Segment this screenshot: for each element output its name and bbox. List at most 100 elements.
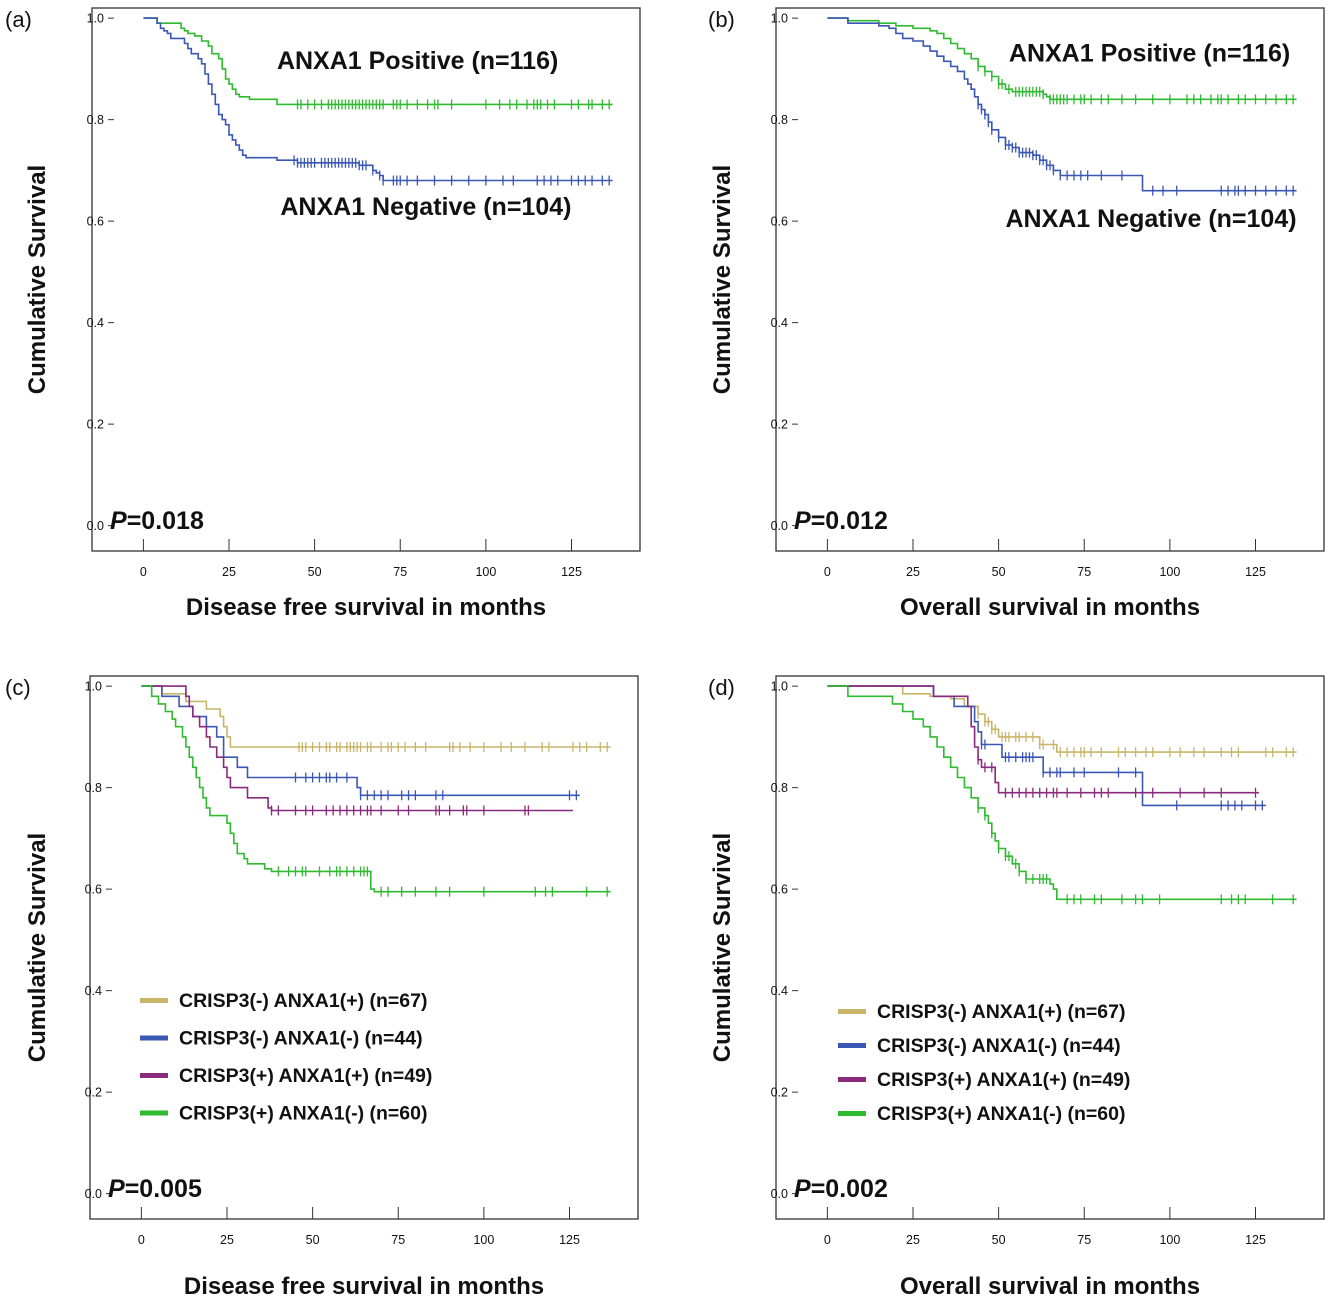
x-tick-label: 100 (475, 565, 496, 579)
series-line-3 (827, 685, 1259, 794)
panel-label: (a) (5, 7, 32, 32)
p-value-prefix: P (110, 507, 127, 535)
x-axis-title: Disease free survival in months (184, 1273, 544, 1300)
legend-entry: CRISP3(-) ANXA1(-) (n=44) (179, 1028, 423, 1050)
p-value-prefix: P (108, 1175, 125, 1203)
series-line-1 (141, 685, 611, 748)
x-tick-label: 50 (308, 565, 322, 579)
y-tick-label: 0.2 (771, 418, 788, 432)
y-tick-label: 0.2 (771, 1086, 788, 1100)
x-tick-label: 25 (906, 1233, 920, 1247)
p-value-number: =0.018 (127, 507, 204, 535)
y-tick-label: 0.8 (85, 781, 102, 795)
legend-swatch (140, 1035, 168, 1041)
p-value-number: =0.012 (811, 507, 888, 535)
panel-label: (b) (708, 7, 735, 32)
x-tick-label: 50 (306, 1233, 320, 1247)
y-axis-title: Cumulative Survival (24, 165, 51, 394)
y-tick-label: 1.0 (87, 12, 104, 26)
y-tick-label: 0.0 (87, 519, 104, 533)
x-tick-label: 125 (561, 565, 582, 579)
legend-swatch (838, 1043, 866, 1048)
series-line-2 (141, 685, 580, 797)
y-tick-label: 0.0 (85, 1187, 102, 1201)
y-tick-label: 0.8 (87, 113, 104, 127)
x-tick-label: 75 (391, 1233, 405, 1247)
p-value-prefix: P (794, 1175, 811, 1203)
x-tick-label: 100 (473, 1233, 494, 1247)
legend-swatch (838, 1111, 866, 1116)
x-axis-title: Overall survival in months (900, 1273, 1200, 1300)
series-label: ANXA1 Negative (n=104) (280, 193, 571, 221)
y-tick-label: 1.0 (771, 680, 788, 694)
y-tick-label: 0.4 (85, 984, 102, 998)
x-tick-label: 75 (1077, 1233, 1091, 1247)
x-tick-label: 25 (222, 565, 236, 579)
plot-frame (775, 7, 1325, 552)
legend-swatch (140, 1073, 168, 1078)
series-line-3 (141, 685, 573, 812)
series-label: ANXA1 Negative (n=104) (1005, 205, 1296, 233)
panel-c: (c) 0.0 0.2 0.4 0.6 0.8 1.0 0 25 50 75 100 125 Diseas… (5, 675, 639, 1300)
y-tick-label: 0.6 (87, 215, 104, 229)
y-tick-label: 1.0 (85, 680, 102, 694)
p-value: P=0.012 (794, 507, 888, 535)
p-value-number: =0.005 (125, 1175, 202, 1203)
y-tick-label: 0.8 (771, 113, 788, 127)
y-axis-title: Cumulative Survival (709, 833, 736, 1062)
y-tick-label: 1.0 (771, 12, 788, 26)
p-value-number: =0.002 (811, 1175, 888, 1203)
y-tick-label: 0.6 (85, 883, 102, 897)
legend-entry: CRISP3(+) ANXA1(+) (n=49) (877, 1069, 1130, 1091)
x-tick-label: 125 (1245, 1233, 1266, 1247)
y-axis-title: Cumulative Survival (709, 165, 736, 394)
y-tick-label: 0.4 (771, 984, 788, 998)
x-axis-title: Overall survival in months (900, 594, 1200, 621)
y-tick-label: 0.4 (771, 316, 788, 330)
x-axis-title: Disease free survival in months (186, 594, 546, 621)
x-tick-label: 50 (992, 1233, 1006, 1247)
legend-entry: CRISP3(+) ANXA1(+) (n=49) (179, 1065, 432, 1087)
legend-entry: CRISP3(-) ANXA1(+) (n=67) (179, 990, 427, 1012)
legend-swatch (140, 1110, 168, 1116)
panel-b: (b) 0.0 0.2 0.4 0.6 0.8 1.0 0 25 50 75 100 125 Overal… (708, 7, 1325, 621)
panel-d: (d) 0.0 0.2 0.4 0.6 0.8 1.0 0 25 50 75 100 125 Overal… (708, 675, 1325, 1300)
x-tick-label: 0 (138, 1233, 145, 1247)
panel-label: (d) (708, 675, 735, 700)
x-tick-label: 125 (559, 1233, 580, 1247)
x-tick-label: 0 (140, 565, 147, 579)
y-tick-label: 0.6 (771, 883, 788, 897)
p-value-prefix: P (794, 507, 811, 535)
y-tick-label: 0.4 (87, 316, 104, 330)
plot-frame (775, 675, 1325, 1220)
y-tick-label: 0.6 (771, 215, 788, 229)
series-line-1 (143, 17, 613, 106)
legend-entry: CRISP3(-) ANXA1(+) (n=67) (877, 1001, 1125, 1023)
x-tick-label: 75 (1077, 565, 1091, 579)
series-label: ANXA1 Positive (n=116) (277, 47, 558, 75)
x-tick-label: 25 (220, 1233, 234, 1247)
legend-swatch (838, 1009, 866, 1014)
p-value: P=0.002 (794, 1175, 888, 1203)
y-axis-title: Cumulative Survival (24, 833, 51, 1062)
x-tick-label: 0 (824, 565, 831, 579)
panel-a: (a) 0.0 0.2 0.4 0.6 0.8 1.0 0 25 50 75 100 125 Diseas… (5, 7, 641, 621)
y-tick-label: 0.2 (87, 418, 104, 432)
x-tick-label: 100 (1159, 1233, 1180, 1247)
y-tick-label: 0.0 (771, 1187, 788, 1201)
x-tick-label: 100 (1159, 565, 1180, 579)
x-tick-label: 125 (1245, 565, 1266, 579)
series-line-4 (827, 685, 1297, 901)
p-value: P=0.018 (110, 507, 204, 535)
series-line-4 (141, 685, 611, 893)
plot-frame (91, 7, 641, 552)
y-tick-label: 0.8 (771, 781, 788, 795)
p-value: P=0.005 (108, 1175, 202, 1203)
x-tick-label: 0 (824, 1233, 831, 1247)
y-tick-label: 0.0 (771, 519, 788, 533)
legend-swatch (838, 1077, 866, 1082)
plot-frame (89, 675, 639, 1220)
y-tick-label: 0.2 (85, 1086, 102, 1100)
x-tick-label: 25 (906, 565, 920, 579)
panel-label: (c) (5, 675, 31, 700)
